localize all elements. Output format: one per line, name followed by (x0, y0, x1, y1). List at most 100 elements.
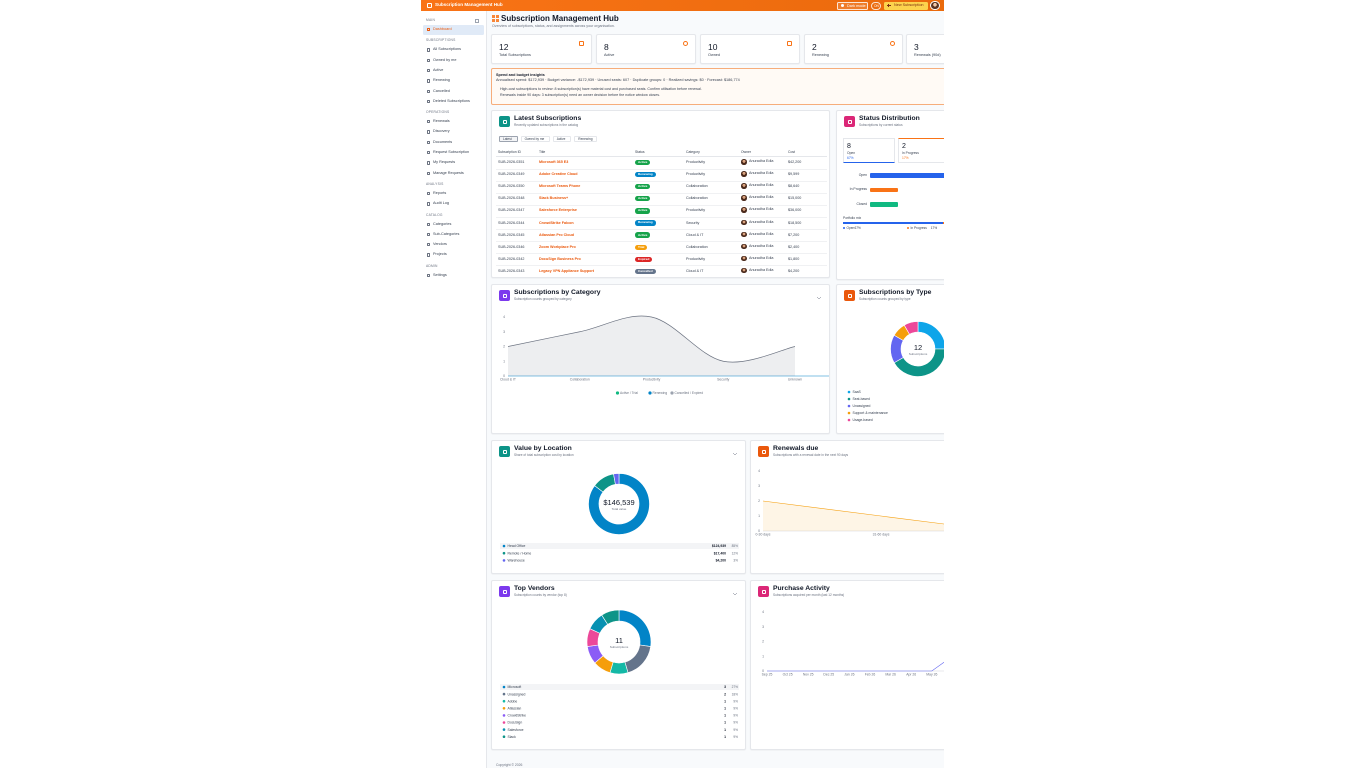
cell-cost: $15,000 (788, 196, 802, 201)
x-tick-label: Apr 26 (906, 673, 916, 677)
status-badge: Trial (635, 244, 648, 250)
cell-owner: Anuradha Edla (749, 207, 774, 212)
legend-dot (502, 692, 506, 696)
cell-title[interactable]: Zoom Workplace Pro (539, 244, 576, 249)
cell-title[interactable]: Legacy VPN Appliance Support (539, 268, 594, 273)
legend-label: Renewing (653, 391, 668, 395)
nav-item[interactable]: Projects (423, 250, 484, 260)
nav-item[interactable]: Discovery (423, 127, 484, 137)
stat-value: 2 (902, 142, 906, 150)
cell-title[interactable]: DocuSign Business Pro (539, 256, 581, 261)
nav-label: Discovery (433, 129, 450, 134)
new-subscription-button[interactable]: New Subscription (884, 1, 928, 10)
cell-title[interactable]: Adobe Creative Cloud (539, 172, 578, 177)
nav-icon (426, 48, 430, 52)
nav-item[interactable]: Request Subscription (423, 148, 484, 158)
nav-item[interactable]: Active (423, 66, 484, 76)
bar-label: In Progress (849, 187, 867, 191)
chart-svg: 0 1 2 3 4 0-30 days 31-60 days (756, 469, 944, 537)
nav-item[interactable]: Manage Requests (423, 169, 484, 179)
owner-avatar (741, 195, 747, 201)
legend-dot (615, 391, 620, 395)
cell-title[interactable]: Atlassian Pro Cloud (539, 232, 575, 237)
tab[interactable]: Renewing (574, 135, 598, 142)
kpi-label: Renewing (812, 52, 829, 57)
status-label: Renewing (638, 220, 653, 225)
dark-mode-button[interactable]: Dark mode (837, 1, 868, 10)
language-button[interactable]: ON (871, 1, 881, 10)
cell-cost: $4,200 (788, 268, 800, 273)
card-title: Subscriptions by Category (514, 289, 601, 296)
nav-item[interactable]: Audit Log (423, 199, 484, 209)
tab[interactable]: Owned by me (520, 135, 550, 142)
donut-slice (601, 609, 620, 625)
legend-share: 18% (732, 692, 739, 696)
nav-item[interactable]: Owned by me (423, 56, 484, 66)
status-badge: Active (635, 159, 651, 166)
kpi-icon (579, 41, 584, 46)
cell-owner: Anuradha Edla (749, 159, 774, 163)
y-tick-label: 1 (503, 359, 505, 363)
tab-label: Renewing (578, 137, 593, 142)
card-subtitle: Subscription counts by vendor (top 8) (514, 592, 567, 597)
card-icon-glyph (761, 449, 766, 454)
dark-mode-label: Dark mode (847, 3, 866, 8)
collapse-icon[interactable] (475, 18, 479, 23)
cell-id: SUB-2026-0347 (498, 208, 525, 213)
kpi-card: 12 Total Subscriptions (491, 34, 592, 64)
cell-title[interactable]: Slack Business+ (539, 196, 569, 201)
nav-item[interactable]: Cancelled (423, 87, 484, 97)
nav-item[interactable]: Vendors (423, 240, 484, 250)
nav-item[interactable]: Sub-Categories (423, 230, 484, 240)
legend-share: 9% (733, 714, 738, 718)
cell-title[interactable]: Microsoft Teams Phone (539, 184, 581, 189)
nav-icon (426, 58, 430, 62)
stat-share: 17% (902, 156, 909, 160)
cell-title[interactable]: CrowdStrike Falcon (539, 220, 574, 225)
card-subtitle: Share of total subscription cost by loca… (514, 452, 574, 457)
tab[interactable]: Active (552, 135, 572, 142)
nav-icon (426, 273, 430, 278)
sidebar: MAIN Dashboard SUBSCRIPTIONS All Subscripti… (421, 11, 487, 768)
insight-bullet: Renewals inside 90 days: 3 subscription(… (500, 93, 661, 98)
column-header: Cost (788, 149, 795, 154)
y-tick-label: 0 (503, 374, 505, 378)
column-header: Category (686, 149, 700, 154)
donut-center-label: Total value (612, 507, 627, 511)
cell-title[interactable]: Microsoft 365 E3 (539, 160, 569, 164)
legend-share: 9% (733, 721, 738, 725)
nav-item[interactable]: Documents (423, 138, 484, 148)
nav-item[interactable]: Deleted Subscriptions (423, 97, 484, 107)
cell-cost: $42,200 (788, 160, 802, 164)
tab[interactable]: Latest (499, 135, 518, 142)
status-badge: Cancelled (635, 268, 656, 275)
nav-item[interactable]: Renewals (423, 117, 484, 127)
nav-item[interactable]: Categories (423, 220, 484, 230)
x-tick-label: Jan 26 (844, 673, 854, 677)
header-rule (496, 156, 827, 157)
cell-id: SUB-2026-0348 (498, 196, 525, 201)
card-icon (499, 446, 510, 457)
legend-share: 9% (733, 728, 738, 732)
x-tick-label: Unknown (788, 378, 802, 382)
y-tick-label: 2 (503, 345, 505, 349)
y-tick-label: 3 (758, 484, 760, 488)
cell-title[interactable]: Salesforce Enterprise (539, 208, 577, 213)
user-avatar[interactable] (930, 0, 940, 11)
column-header: Status (635, 149, 645, 154)
legend-dot (502, 685, 506, 689)
nav-item[interactable]: Reports (423, 189, 484, 199)
x-tick-label: Security (717, 378, 730, 382)
nav-item[interactable]: My Requests (423, 158, 484, 168)
card-icon (499, 290, 510, 301)
kpi-value: 2 (812, 41, 817, 52)
cell-cost: $9,599 (788, 172, 800, 177)
legend-dot (843, 226, 846, 230)
nav-item[interactable]: All Subscriptions (423, 45, 484, 55)
nav-item[interactable]: Renewing (423, 76, 484, 86)
nav-icon (426, 68, 430, 73)
nav-item[interactable]: Settings (423, 271, 484, 281)
plus-v (888, 3, 890, 8)
owner-avatar (741, 183, 747, 189)
nav-item[interactable]: Dashboard (423, 25, 484, 35)
